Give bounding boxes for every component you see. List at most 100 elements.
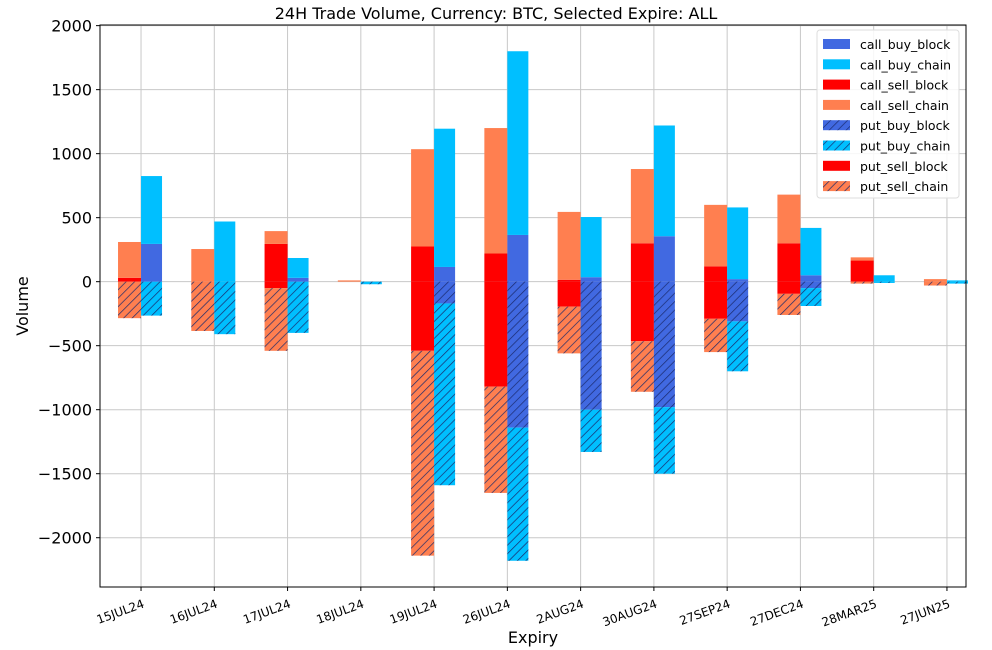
x-axis-label: Expiry <box>508 628 558 647</box>
bar-put-buy-chain <box>360 281 382 285</box>
legend-label: put_sell_block <box>860 159 948 174</box>
bar-put-buy-block <box>434 281 456 304</box>
legend-swatch <box>823 79 850 90</box>
chart-title: 24H Trade Volume, Currency: BTC, Selecte… <box>275 4 718 23</box>
legend: call_buy_block call_buy_chain call_sell_bl… <box>816 29 960 199</box>
y-tick-label: −500 <box>48 337 92 356</box>
bar-call-buy-chain <box>580 217 602 278</box>
bar-put-buy-block <box>653 281 675 408</box>
x-tick-label: 16JUL24 <box>168 597 219 627</box>
bar-put-buy-block <box>800 281 822 289</box>
legend-label: call_buy_block <box>860 37 951 52</box>
x-tick-label: 28MAR25 <box>820 597 879 630</box>
y-axis-label: Volume <box>13 276 32 336</box>
bar-call-sell-block <box>704 266 728 282</box>
bar-put-buy-chain <box>507 427 529 561</box>
bar-put-sell-chain <box>191 281 215 331</box>
y-tick-label: −2000 <box>38 529 92 548</box>
bar-put-sell-block <box>557 281 581 307</box>
bar-put-buy-block <box>580 281 602 410</box>
bar-call-buy-chain <box>214 221 236 282</box>
bar-call-buy-chain <box>800 227 822 276</box>
bar-call-buy-chain <box>434 128 456 267</box>
bar-call-sell-chain <box>704 204 728 267</box>
bar-call-sell-block <box>557 279 581 282</box>
bar-put-buy-block <box>507 281 529 428</box>
bar-put-sell-chain <box>777 293 801 315</box>
legend-item: call_sell_block <box>823 78 949 93</box>
bar-put-sell-chain <box>557 306 581 354</box>
bar-call-buy-chain <box>507 51 529 235</box>
legend-item: put_sell_chain <box>823 179 948 194</box>
y-tick-label: 2000 <box>51 17 92 36</box>
legend-item: put_buy_block <box>823 118 950 133</box>
bar-call-sell-chain <box>264 231 288 244</box>
bar-put-sell-chain <box>411 350 435 556</box>
legend-label: put_buy_block <box>860 118 950 133</box>
bar-put-sell-chain <box>630 341 654 392</box>
y-tick-label: 0 <box>82 273 92 292</box>
bar-call-sell-block <box>777 243 801 282</box>
legend-swatch <box>823 160 850 171</box>
bar-put-sell-block <box>777 281 801 294</box>
bar-put-sell-block <box>264 281 288 289</box>
bar-call-sell-chain <box>850 257 874 261</box>
legend-label: call_sell_block <box>860 78 949 93</box>
x-tick-label: 27DEC24 <box>748 597 805 629</box>
bar-put-buy-chain <box>800 288 822 306</box>
legend-swatch <box>823 99 850 110</box>
bar-put-sell-chain <box>704 318 728 353</box>
x-tick-label: 18JUL24 <box>315 597 366 627</box>
bar-call-sell-chain <box>777 194 801 244</box>
y-tick-label: −1000 <box>38 401 92 420</box>
bar-put-buy-block <box>727 281 749 322</box>
bar-call-sell-chain <box>923 279 947 282</box>
bar-call-buy-block <box>434 266 456 282</box>
bar-call-sell-block <box>630 243 654 282</box>
bar-call-sell-chain <box>557 211 581 280</box>
legend-label: put_sell_chain <box>860 179 948 194</box>
bar-put-buy-chain <box>946 281 968 284</box>
bar-call-sell-block <box>850 260 874 282</box>
legend-box <box>816 29 960 199</box>
bar-call-sell-chain <box>484 128 508 254</box>
bar-put-sell-block <box>484 281 508 387</box>
bar-call-buy-chain <box>946 280 968 282</box>
bar-put-sell-chain <box>118 281 142 319</box>
x-tick-label: 30AUG24 <box>601 597 659 630</box>
bar-put-buy-chain <box>727 321 749 372</box>
bar-call-sell-block <box>411 246 435 282</box>
legend-swatch <box>823 39 850 49</box>
y-tick-label: −1500 <box>38 465 92 484</box>
bar-put-sell-chain <box>264 288 288 351</box>
legend-item: call_buy_chain <box>823 57 951 72</box>
x-tick-label: 2AUG24 <box>535 597 586 627</box>
bar-put-buy-chain <box>287 281 309 333</box>
bar-call-buy-block <box>507 234 529 282</box>
bar-call-sell-block <box>484 253 508 282</box>
legend-item: call_sell_chain <box>823 98 949 113</box>
bar-call-sell-chain <box>191 249 215 282</box>
bar-put-buy-chain <box>434 303 456 486</box>
bar-call-sell-chain <box>337 280 361 282</box>
y-tick-label: 500 <box>61 209 92 228</box>
legend-label: call_sell_chain <box>860 98 949 113</box>
bar-call-buy-block <box>653 236 675 282</box>
legend-item: call_buy_block <box>823 37 951 52</box>
bar-put-sell-chain <box>850 281 874 284</box>
x-tick-label: 26JUL24 <box>461 597 512 627</box>
bars <box>118 51 968 561</box>
bar-call-buy-block <box>141 243 163 282</box>
bar-put-sell-chain <box>484 386 508 493</box>
bar-call-buy-chain <box>653 125 675 237</box>
bar-call-buy-chain <box>727 207 749 280</box>
bar-call-sell-block <box>264 243 288 282</box>
bar-put-sell-block <box>704 281 728 319</box>
bar-call-buy-block <box>800 275 822 282</box>
x-tick-label: 27SEP24 <box>678 597 733 628</box>
legend-label: call_buy_chain <box>860 57 951 72</box>
legend-swatch <box>823 59 850 70</box>
bar-call-buy-chain <box>141 176 163 244</box>
bar-call-buy-chain <box>287 257 309 278</box>
